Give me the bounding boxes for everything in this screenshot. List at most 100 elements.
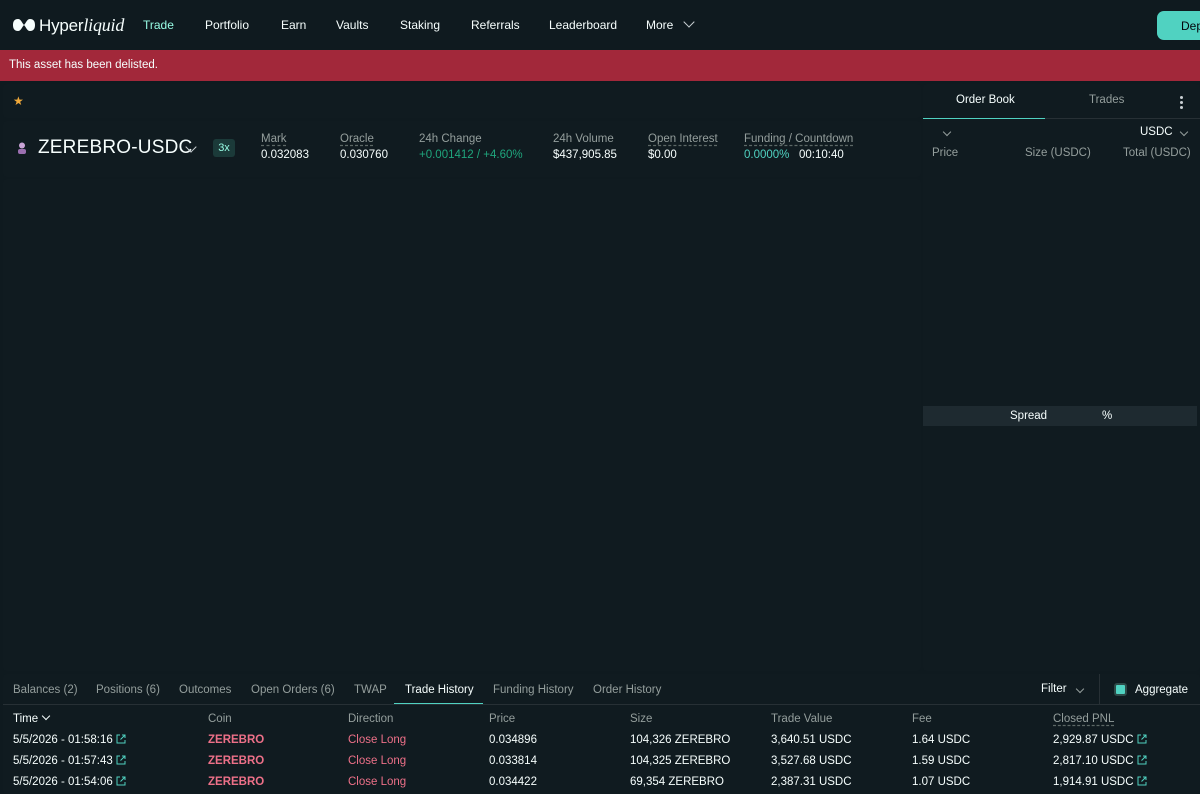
- cell-price: 0.034896: [489, 734, 537, 746]
- stat-value: $437,905.85: [553, 149, 617, 161]
- cell-time[interactable]: 5/5/2026 - 01:57:43: [13, 755, 126, 767]
- col-size: Size: [630, 713, 653, 725]
- coin-avatar-icon: [18, 142, 26, 154]
- chevron-down-icon[interactable]: [942, 127, 952, 137]
- tab-trade-history[interactable]: Trade History: [405, 684, 474, 696]
- tab-positions[interactable]: Positions (6): [96, 684, 160, 696]
- stat-label: Oracle: [340, 133, 374, 145]
- cell-coin[interactable]: ZEREBRO: [208, 776, 265, 788]
- cell-price: 0.033814: [489, 755, 537, 767]
- more-options-icon[interactable]: [1180, 96, 1183, 109]
- cell-fee: 1.07 USDC: [912, 776, 971, 788]
- cell-coin[interactable]: ZEREBRO: [208, 755, 265, 767]
- deposit-button[interactable]: Deposit: [1157, 11, 1200, 40]
- col-direction: Direction: [348, 713, 394, 725]
- market-header: ZEREBRO-USDC 3x Mark 0.032083 Oracle 0.0…: [3, 121, 921, 177]
- funding-countdown: 00:10:40: [799, 149, 844, 161]
- time-text: 5/5/2026 - 01:57:43: [13, 755, 113, 767]
- cell-direction: Close Long: [348, 734, 407, 746]
- star-icon[interactable]: ★: [13, 94, 24, 108]
- spread-pct: %: [1102, 410, 1113, 422]
- leverage-badge[interactable]: 3x: [213, 139, 235, 157]
- pnl-text: 2,929.87 USDC: [1053, 734, 1134, 746]
- cell-closed-pnl[interactable]: 2,817.10 USDC: [1053, 755, 1147, 767]
- cell-closed-pnl[interactable]: 2,929.87 USDC: [1053, 734, 1147, 746]
- stat-value: $0.00: [648, 149, 677, 161]
- aggregate-checkbox[interactable]: [1114, 683, 1127, 696]
- tab-underline: [923, 118, 1045, 119]
- tab-twap[interactable]: TWAP: [354, 684, 387, 696]
- cell-trade-value: 2,387.31 USDC: [771, 776, 852, 788]
- nav-staking[interactable]: Staking: [400, 18, 441, 32]
- funding-rate: 0.0000%: [744, 149, 790, 161]
- stat-value: 0.032083: [261, 149, 309, 161]
- cell-time[interactable]: 5/5/2026 - 01:58:16: [13, 734, 126, 746]
- nav-more[interactable]: More: [646, 16, 696, 32]
- nav-earn[interactable]: Earn: [281, 18, 307, 32]
- spread-row: Spread %: [923, 406, 1197, 426]
- col-closed-pnl: Closed PNL: [1053, 713, 1115, 725]
- nav-leaderboard[interactable]: Leaderboard: [549, 18, 618, 32]
- hyperliquid-logo-icon: [13, 19, 35, 31]
- tab-balances[interactable]: Balances (2): [13, 684, 78, 696]
- tab-divider: [1045, 118, 1200, 119]
- external-link-icon: [116, 755, 126, 765]
- header-size: Size (USDC): [1025, 147, 1091, 159]
- tab-funding-history[interactable]: Funding History: [493, 684, 574, 696]
- tab-open-orders[interactable]: Open Orders (6): [251, 684, 335, 696]
- tab-outcomes[interactable]: Outcomes: [179, 684, 232, 696]
- logo[interactable]: Hyperliquid: [13, 15, 131, 36]
- stat-value: 0.030760: [340, 149, 388, 161]
- cell-size: 104,325 ZEREBRO: [630, 755, 731, 767]
- pnl-text: 1,914.91 USDC: [1053, 776, 1134, 788]
- col-time-label: Time: [13, 713, 39, 725]
- cell-time[interactable]: 5/5/2026 - 01:54:06: [13, 776, 126, 788]
- nav-vaults[interactable]: Vaults: [336, 18, 369, 32]
- chart-area[interactable]: [3, 179, 921, 671]
- unit-selector[interactable]: USDC: [1140, 126, 1173, 138]
- cell-trade-value: 3,527.68 USDC: [771, 755, 852, 767]
- bottom-panel: Balances (2) Positions (6) Outcomes Open…: [3, 674, 1200, 794]
- cell-price: 0.034422: [489, 776, 537, 788]
- external-link-icon: [1137, 776, 1147, 786]
- filter-dropdown[interactable]: Filter: [1041, 683, 1067, 695]
- favorites-bar: ★: [3, 84, 921, 118]
- delisted-banner: This asset has been delisted.: [0, 50, 1200, 81]
- stat-value: +0.001412 / +4.60%: [419, 149, 523, 161]
- col-coin: Coin: [208, 713, 232, 725]
- header-total: Total (USDC): [1123, 147, 1191, 159]
- nav-portfolio[interactable]: Portfolio: [205, 18, 250, 32]
- cell-direction: Close Long: [348, 755, 407, 767]
- col-trade-value: Trade Value: [771, 713, 833, 725]
- sort-chevron-icon: [42, 711, 51, 721]
- stat-label: Mark: [261, 133, 287, 145]
- aggregate-label: Aggregate: [1135, 684, 1189, 696]
- chevron-down-icon[interactable]: [1179, 127, 1189, 137]
- chevron-down-icon: [683, 16, 696, 28]
- tab-order-history[interactable]: Order History: [593, 684, 662, 696]
- cell-size: 69,354 ZEREBRO: [630, 776, 724, 788]
- stat-label: Funding / Countdown: [744, 133, 854, 145]
- spread-label: Spread: [1010, 410, 1048, 422]
- nav-referrals[interactable]: Referrals: [471, 18, 520, 32]
- external-link-icon: [1137, 755, 1147, 765]
- time-text: 5/5/2026 - 01:58:16: [13, 734, 113, 746]
- col-time[interactable]: Time: [13, 711, 51, 725]
- external-link-icon: [116, 734, 126, 744]
- tab-underline: [394, 703, 483, 704]
- cell-direction: Close Long: [348, 776, 407, 788]
- cell-trade-value: 3,640.51 USDC: [771, 734, 852, 746]
- tab-order-book[interactable]: Order Book: [956, 94, 1015, 106]
- nav-trade[interactable]: Trade: [143, 18, 174, 32]
- nav-more-label: More: [646, 18, 674, 32]
- chevron-down-icon[interactable]: [1075, 684, 1085, 694]
- stat-funding: Funding / Countdown 0.0000% 00:10:40: [744, 133, 853, 161]
- stat-24h-volume: 24h Volume $437,905.85: [553, 133, 617, 161]
- cell-fee: 1.59 USDC: [912, 755, 971, 767]
- order-book-panel: Order Book Trades USDC Price Size (USDC)…: [923, 84, 1200, 671]
- tab-trades[interactable]: Trades: [1089, 94, 1125, 106]
- cell-closed-pnl[interactable]: 1,914.91 USDC: [1053, 776, 1147, 788]
- cell-coin[interactable]: ZEREBRO: [208, 734, 265, 746]
- pair-selector[interactable]: ZEREBRO-USDC: [38, 137, 193, 158]
- cell-fee: 1.64 USDC: [912, 734, 971, 746]
